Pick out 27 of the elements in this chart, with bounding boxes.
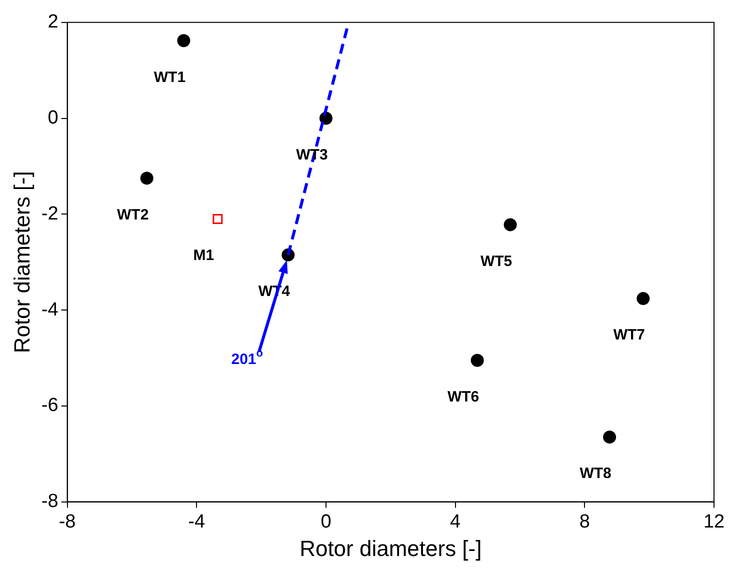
y-tick-label: 2 — [48, 12, 58, 33]
annotation: WT2 — [117, 206, 149, 224]
point — [504, 218, 517, 232]
y-axis-title: Rotor diameters [-] — [9, 171, 34, 354]
x-tick-label: 0 — [320, 511, 332, 532]
point — [470, 354, 484, 367]
annotation: WT1 — [154, 68, 186, 86]
annotation: WT7 — [613, 326, 646, 344]
y-tick-label: -4 — [41, 299, 59, 320]
x-tick-label: 8 — [579, 511, 590, 532]
annotation: WT8 — [580, 465, 612, 482]
x-axis-title: Rotor diameters [-] — [300, 536, 482, 561]
annotation: WT5 — [480, 252, 512, 270]
y-tick-label: -2 — [41, 203, 58, 224]
x-tick-label: 4 — [450, 511, 462, 532]
x-tick-label: 12 — [703, 511, 725, 532]
point — [177, 34, 190, 48]
x-tick-label: -4 — [188, 511, 206, 532]
y-tick-label: 0 — [48, 108, 58, 129]
point — [603, 430, 616, 444]
point — [140, 172, 154, 185]
y-tick-label: -6 — [41, 395, 58, 416]
point — [212, 214, 223, 224]
annotation: M1 — [193, 247, 214, 264]
annotation: WT6 — [447, 388, 480, 406]
y-tick-label: -8 — [41, 491, 58, 512]
point — [636, 292, 650, 306]
